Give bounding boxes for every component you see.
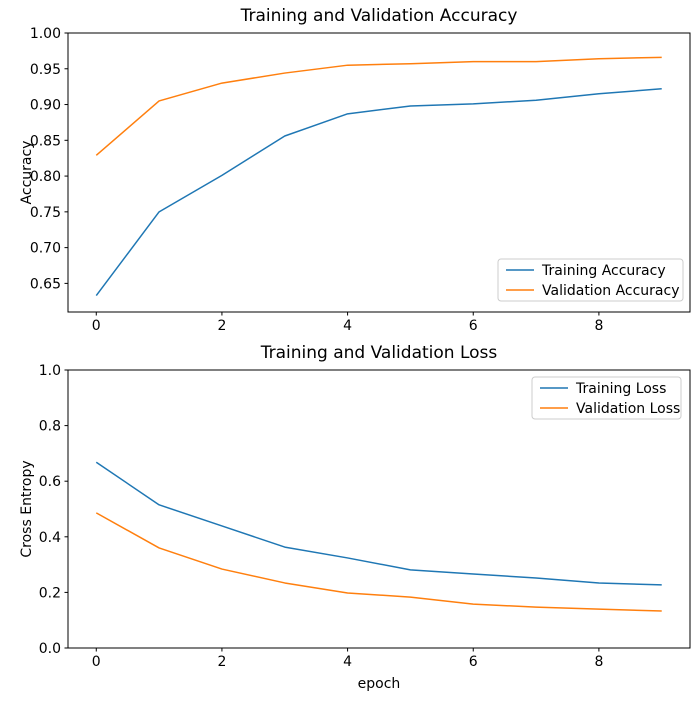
y-tick-label: 0.75 xyxy=(30,205,61,221)
axes-frame xyxy=(67,369,691,649)
x-tick-label: 4 xyxy=(343,318,352,334)
x-tick-label: 6 xyxy=(469,654,478,670)
x-tick-label: 8 xyxy=(594,654,603,670)
line-training-loss xyxy=(95,461,662,586)
x-tick-label: 0 xyxy=(92,318,101,334)
x-tick-label: 2 xyxy=(217,654,226,670)
x-tick-label: 6 xyxy=(469,318,478,334)
y-axis-label: Cross Entropy xyxy=(19,460,35,557)
legend-label-validation-accuracy: Validation Accuracy xyxy=(542,283,680,299)
y-tick-label: 0.6 xyxy=(39,474,61,490)
line-validation-accuracy xyxy=(95,56,662,156)
x-tick-label: 4 xyxy=(343,654,352,670)
y-tick-label: 0.0 xyxy=(39,641,61,657)
y-tick-label: 0.85 xyxy=(30,133,61,149)
x-tick-label: 0 xyxy=(92,654,101,670)
legend-label-training-accuracy: Training Accuracy xyxy=(541,263,666,279)
plot-title: Training and Validation Accuracy xyxy=(240,6,518,26)
y-tick-label: 0.80 xyxy=(30,169,61,185)
y-tick-label: 0.8 xyxy=(39,419,61,435)
legend-label-validation-loss: Validation Loss xyxy=(576,401,680,417)
y-tick-label: 0.65 xyxy=(30,276,61,292)
y-tick-label: 1.0 xyxy=(39,363,61,379)
x-tick-label: 8 xyxy=(594,318,603,334)
line-validation-loss xyxy=(95,512,662,612)
x-tick-label: 2 xyxy=(217,318,226,334)
y-axis-label: Accuracy xyxy=(19,141,35,205)
legend-box xyxy=(531,376,682,420)
y-tick-label: 0.70 xyxy=(30,241,61,257)
legend: Training Loss Validation Loss xyxy=(531,376,682,420)
y-tick-label: 0.90 xyxy=(30,98,61,114)
axes-frame xyxy=(67,32,691,313)
legend-box xyxy=(497,258,684,302)
y-tick-label: 0.2 xyxy=(39,585,61,601)
plot-title: Training and Validation Loss xyxy=(260,343,498,363)
subplot-training-and-validation-loss: Training and Validation Loss 0 2 4 6 8 0.0 0.2 0… xyxy=(19,343,691,692)
legend: Training Accuracy Validation Accuracy xyxy=(497,258,684,302)
y-tick-label: 1.00 xyxy=(30,26,61,42)
line-training-accuracy xyxy=(95,88,662,296)
subplot-training-and-validation-accuracy: Training and Validation Accuracy 0 2 4 6 8 0.6… xyxy=(19,6,691,334)
y-tick-label: 0.95 xyxy=(30,62,61,78)
legend-label-training-loss: Training Loss xyxy=(575,381,666,397)
y-tick-label: 0.4 xyxy=(39,530,61,546)
x-axis-label: epoch xyxy=(358,676,401,692)
